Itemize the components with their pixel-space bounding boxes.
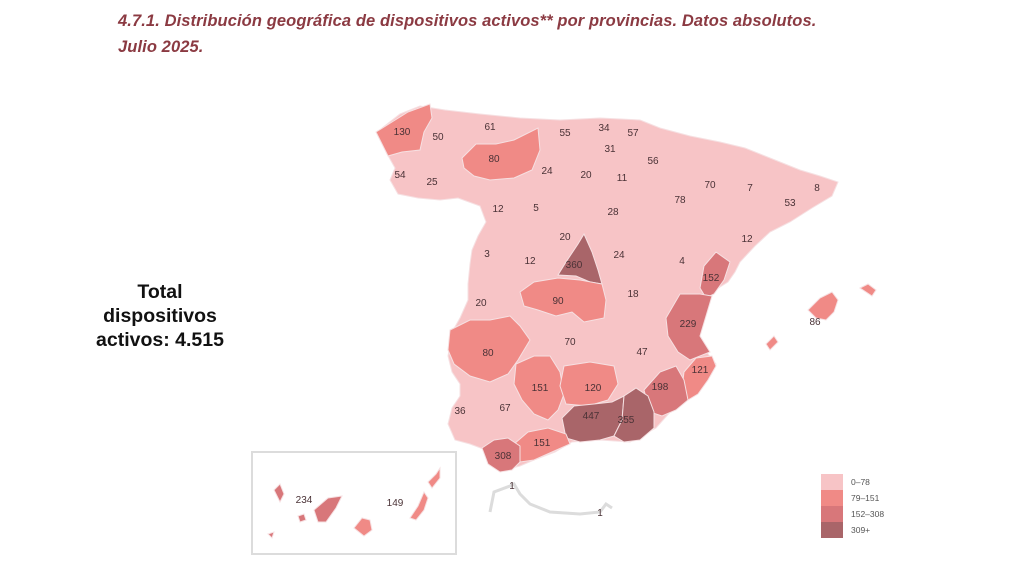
total-line-2: dispositivos	[103, 305, 217, 327]
province-value-label: 149	[387, 498, 404, 509]
legend-item: 152–308	[821, 506, 884, 522]
province-value-label: 120	[585, 383, 602, 394]
province-value-label: 130	[394, 127, 411, 138]
province-baleares-ibiza	[765, 335, 779, 351]
total-devices-summary: Total dispositivos activos: 4.515	[60, 280, 260, 352]
province-toledo	[519, 277, 607, 323]
province-value-label: 20	[559, 232, 571, 243]
province-malaga	[513, 427, 571, 463]
province-value-label: 86	[809, 317, 821, 328]
province-value-label: 28	[607, 207, 619, 218]
province-value-label: 25	[426, 177, 438, 188]
province-value-label: 34	[598, 123, 610, 134]
province-value-label: 8	[814, 183, 820, 194]
province-leon	[461, 127, 541, 181]
north-africa-outline	[488, 482, 613, 516]
province-value-label: 360	[566, 260, 583, 271]
province-value-label: 78	[674, 195, 686, 206]
province-baleares-menorca	[859, 283, 877, 297]
legend-swatch	[821, 474, 843, 490]
province-value-label: 12	[524, 256, 536, 267]
island-lanzarote	[427, 466, 441, 489]
province-value-label: 67	[499, 403, 511, 414]
chart-title: 4.7.1. Distribución geográfica de dispos…	[118, 8, 1008, 60]
legend-item: 309+	[821, 522, 884, 538]
island-la-palma	[273, 483, 285, 504]
legend-swatch	[821, 522, 843, 538]
province-value-label: 61	[484, 122, 496, 133]
province-a-coruna	[375, 103, 433, 157]
province-value-label: 1	[509, 481, 515, 492]
province-castellon	[699, 251, 731, 299]
province-value-label: 3	[484, 249, 490, 260]
total-line-1: Total	[137, 281, 183, 303]
province-jaen	[559, 361, 619, 407]
province-value-label: 50	[432, 132, 444, 143]
province-value-label: 18	[627, 289, 639, 300]
province-value-label: 47	[636, 347, 648, 358]
province-badajoz	[447, 315, 531, 383]
province-value-label: 12	[741, 234, 753, 245]
legend-label: 79–151	[851, 493, 880, 503]
province-value-label: 229	[680, 319, 697, 330]
province-cadiz	[481, 437, 521, 473]
province-value-label: 4	[679, 256, 685, 267]
province-value-label: 20	[580, 170, 592, 181]
province-value-label: 31	[604, 144, 616, 155]
province-value-label: 80	[488, 154, 500, 165]
legend-item: 0–78	[821, 474, 884, 490]
island-la-gomera	[297, 513, 307, 523]
province-value-label: 57	[627, 128, 639, 139]
province-value-label: 70	[564, 337, 576, 348]
chart-title-line-2: Julio 2025.	[118, 38, 204, 56]
province-value-label: 5	[533, 203, 539, 214]
island-fuerteventura	[409, 490, 429, 521]
legend-swatch	[821, 506, 843, 522]
total-line-3: activos: 4.515	[96, 329, 224, 351]
canary-islands-inset-frame	[251, 451, 457, 555]
province-cordoba	[513, 355, 565, 421]
island-el-hierro	[267, 531, 275, 539]
legend-swatch	[821, 490, 843, 506]
legend-label: 0–78	[851, 477, 870, 487]
province-value-label: 121	[692, 365, 709, 376]
legend-label: 309+	[851, 525, 871, 535]
legend: 0–78 79–151 152–308 309+	[821, 474, 884, 538]
legend-label: 152–308	[851, 509, 885, 519]
province-value-label: 151	[532, 383, 549, 394]
province-value-label: 234	[296, 495, 313, 506]
province-value-label: 355	[618, 415, 635, 426]
legend-item: 79–151	[821, 490, 884, 506]
province-baleares	[807, 291, 839, 321]
province-value-label: 24	[613, 250, 625, 261]
province-value-label: 198	[652, 382, 669, 393]
province-valencia	[665, 293, 713, 361]
province-value-label: 55	[559, 128, 571, 139]
province-value-label: 36	[454, 406, 466, 417]
province-value-label: 70	[704, 180, 716, 191]
chart-title-line-1: 4.7.1. Distribución geográfica de dispos…	[118, 12, 817, 30]
province-value-label: 90	[552, 296, 564, 307]
province-value-label: 151	[534, 438, 551, 449]
province-value-label: 308	[495, 451, 512, 462]
province-value-label: 447	[583, 411, 600, 422]
province-value-label: 20	[475, 298, 487, 309]
island-gran-canaria	[353, 517, 373, 537]
province-value-label: 54	[394, 170, 406, 181]
province-value-label: 24	[541, 166, 553, 177]
province-almeria	[613, 387, 655, 443]
province-value-label: 11	[617, 173, 628, 184]
province-value-label: 12	[492, 204, 504, 215]
province-madrid	[557, 232, 603, 285]
province-value-label: 152	[703, 273, 720, 284]
province-value-label: 1	[597, 508, 603, 519]
province-value-label: 7	[747, 183, 753, 194]
province-value-label: 80	[482, 348, 494, 359]
province-value-label: 56	[647, 156, 659, 167]
province-value-label: 53	[784, 198, 796, 209]
province-tenerife	[313, 495, 343, 523]
